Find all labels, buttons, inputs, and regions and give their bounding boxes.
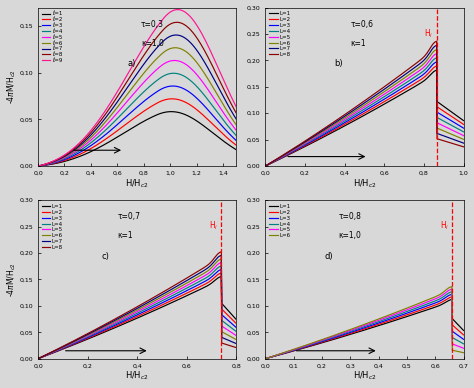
X-axis label: H/H$_{c2}$: H/H$_{c2}$ <box>353 177 376 190</box>
Legend: L=1, L=2, L=3, L=4, L=5, L=6, L=7, L=8: L=1, L=2, L=3, L=4, L=5, L=6, L=7, L=8 <box>41 203 64 251</box>
X-axis label: H/H$_{c2}$: H/H$_{c2}$ <box>125 177 149 190</box>
Text: τ=0,3: τ=0,3 <box>141 19 164 29</box>
Text: τ=0,7: τ=0,7 <box>118 212 140 221</box>
Text: τ=0,6: τ=0,6 <box>351 19 374 29</box>
X-axis label: H/H$_{c2}$: H/H$_{c2}$ <box>125 370 149 383</box>
Text: κ=1,0: κ=1,0 <box>338 231 362 240</box>
Text: κ=1: κ=1 <box>351 38 366 48</box>
Text: a): a) <box>127 59 136 68</box>
Y-axis label: -4$\pi$M/H$_{c2}$: -4$\pi$M/H$_{c2}$ <box>6 262 18 297</box>
Text: H$_i$: H$_i$ <box>439 220 449 232</box>
Legend: L=1, L=2, L=3, L=4, L=5, L=6, L=7, L=8: L=1, L=2, L=3, L=4, L=5, L=6, L=7, L=8 <box>268 10 292 58</box>
Text: c): c) <box>101 252 109 261</box>
X-axis label: H/H$_{c2}$: H/H$_{c2}$ <box>353 370 376 383</box>
Text: H$_i$: H$_i$ <box>424 27 433 40</box>
Legend: L=1, L=2, L=3, L=4, L=5, L=6: L=1, L=2, L=3, L=4, L=5, L=6 <box>268 203 292 239</box>
Text: κ=1: κ=1 <box>118 231 133 240</box>
Text: κ=1,0: κ=1,0 <box>141 38 164 48</box>
Text: H$_i$: H$_i$ <box>209 220 218 232</box>
Text: τ=0,8: τ=0,8 <box>338 212 362 221</box>
Text: d): d) <box>325 252 333 261</box>
Legend: ℓ=1, ℓ=2, ℓ=3, ℓ=4, ℓ=5, ℓ=6, ℓ=7, ℓ=8, ℓ=9: ℓ=1, ℓ=2, ℓ=3, ℓ=4, ℓ=5, ℓ=6, ℓ=7, ℓ=8, … <box>41 10 64 64</box>
Y-axis label: -4$\pi$M/H$_{c2}$: -4$\pi$M/H$_{c2}$ <box>6 69 18 104</box>
Text: b): b) <box>335 59 343 68</box>
